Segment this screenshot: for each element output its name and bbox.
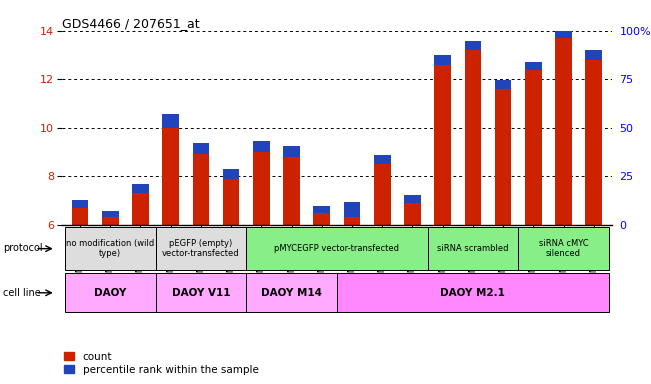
Text: GDS4466 / 207651_at: GDS4466 / 207651_at (62, 17, 199, 30)
FancyBboxPatch shape (337, 273, 609, 312)
Bar (404, 195, 421, 203)
Bar (495, 79, 512, 89)
Bar (344, 217, 360, 225)
Bar (223, 169, 240, 179)
Bar (585, 60, 602, 225)
FancyBboxPatch shape (156, 273, 246, 312)
Bar (193, 154, 209, 225)
Bar (162, 114, 179, 128)
Text: pEGFP (empty)
vector-transfected: pEGFP (empty) vector-transfected (162, 239, 240, 258)
Bar (585, 51, 602, 60)
FancyBboxPatch shape (246, 227, 428, 270)
Bar (374, 164, 391, 225)
Bar (465, 41, 481, 50)
Bar (72, 208, 89, 225)
Legend: count, percentile rank within the sample: count, percentile rank within the sample (64, 352, 258, 375)
Bar (132, 184, 148, 193)
FancyBboxPatch shape (518, 227, 609, 270)
FancyBboxPatch shape (65, 227, 156, 270)
Bar (344, 202, 360, 217)
Bar (525, 62, 542, 70)
Text: siRNA scrambled: siRNA scrambled (437, 244, 508, 253)
Bar (525, 70, 542, 225)
Bar (404, 203, 421, 225)
Bar (555, 38, 572, 225)
Bar (465, 50, 481, 225)
Bar (102, 217, 118, 225)
Bar (132, 193, 148, 225)
FancyBboxPatch shape (428, 227, 518, 270)
Bar (434, 55, 451, 65)
Bar (314, 212, 330, 225)
Bar (193, 144, 209, 154)
Bar (102, 211, 118, 217)
Bar (495, 89, 512, 225)
Text: DAOY M2.1: DAOY M2.1 (441, 288, 505, 298)
Text: protocol: protocol (3, 243, 43, 253)
Bar (283, 157, 300, 225)
Bar (72, 200, 89, 208)
Bar (555, 29, 572, 38)
FancyBboxPatch shape (65, 273, 156, 312)
Text: DAOY V11: DAOY V11 (172, 288, 230, 298)
FancyBboxPatch shape (156, 227, 246, 270)
Bar (374, 155, 391, 164)
Text: siRNA cMYC
silenced: siRNA cMYC silenced (539, 239, 589, 258)
FancyBboxPatch shape (246, 273, 337, 312)
Text: pMYCEGFP vector-transfected: pMYCEGFP vector-transfected (274, 244, 400, 253)
Text: DAOY: DAOY (94, 288, 126, 298)
Bar (162, 128, 179, 225)
Bar (253, 141, 270, 152)
Text: DAOY M14: DAOY M14 (261, 288, 322, 298)
Bar (314, 206, 330, 212)
Text: no modification (wild
type): no modification (wild type) (66, 239, 154, 258)
Bar (223, 179, 240, 225)
Bar (434, 65, 451, 225)
Text: cell line: cell line (3, 288, 41, 298)
Bar (283, 146, 300, 157)
Bar (253, 152, 270, 225)
